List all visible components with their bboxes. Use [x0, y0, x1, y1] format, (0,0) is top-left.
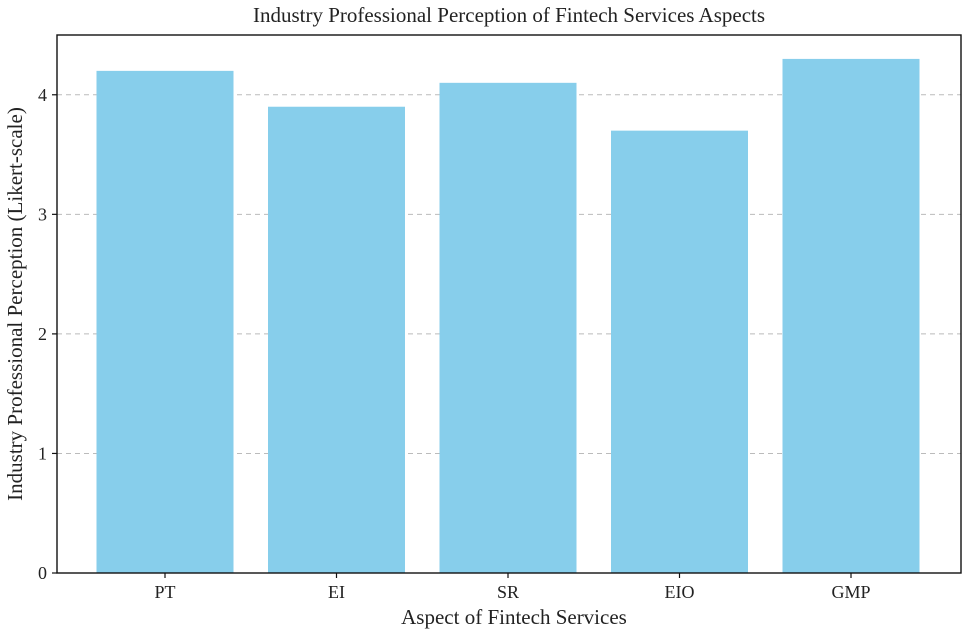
y-axis-ticks: 0 1 2 3 4: [38, 85, 57, 583]
x-tick-label: EIO: [665, 582, 695, 602]
x-tick-label: EI: [328, 582, 345, 602]
x-tick-label: PT: [154, 582, 175, 602]
bars: [96, 58, 920, 574]
y-tick-label: 3: [38, 204, 47, 224]
bar-ei: [268, 106, 405, 573]
x-tick-label: GMP: [831, 582, 870, 602]
y-tick-label: 1: [38, 443, 47, 463]
x-tick-label: SR: [497, 582, 519, 602]
bar-sr: [439, 82, 577, 574]
y-tick-label: 4: [38, 85, 47, 105]
bar-eio: [611, 130, 748, 573]
bar-pt: [96, 70, 234, 573]
x-axis-ticks: PT EI SR EIO GMP: [154, 573, 871, 602]
y-tick-label: 2: [38, 324, 47, 344]
chart-title: Industry Professional Perception of Fint…: [253, 3, 765, 27]
bar-gmp: [782, 58, 920, 573]
y-tick-label: 0: [38, 563, 47, 583]
x-axis-label: Aspect of Fintech Services: [401, 605, 627, 629]
y-axis-label: Industry Professional Perception (Likert…: [3, 107, 27, 501]
plot-frame: [56, 34, 962, 574]
